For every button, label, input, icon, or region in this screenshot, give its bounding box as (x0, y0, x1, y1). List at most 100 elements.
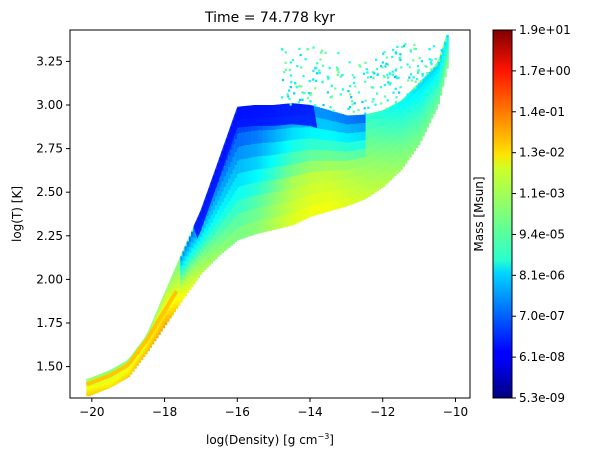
heat-cell (328, 110, 331, 121)
heat-cell (108, 383, 111, 385)
heat-speckle (416, 78, 419, 81)
heat-cell (328, 150, 331, 161)
heat-cell (260, 207, 264, 220)
heat-cell (396, 117, 399, 125)
heat-cell (324, 150, 327, 161)
heat-cell (418, 114, 421, 121)
heat-cell (398, 137, 401, 144)
heat-cell (173, 275, 176, 280)
heat-cell (404, 130, 408, 137)
heat-cell (250, 196, 253, 210)
heat-cell (289, 140, 292, 153)
heat-speckle (376, 92, 379, 95)
heat-cell (175, 270, 179, 275)
heat-cell (335, 141, 338, 152)
heat-cell (252, 157, 255, 171)
heat-cell (335, 112, 338, 122)
heat-speckle (281, 96, 284, 99)
heat-cell (134, 367, 137, 369)
heat-speckle (414, 86, 417, 89)
heat-cell (341, 179, 344, 189)
heat-cell (103, 384, 107, 387)
heat-cell (418, 108, 421, 115)
heat-cell (143, 355, 146, 357)
heat-cell (258, 194, 262, 208)
heat-cell (217, 247, 220, 257)
heat-cell (413, 100, 416, 107)
heat-cell (215, 205, 218, 215)
heat-cell (435, 100, 438, 106)
heat-speckle (394, 87, 397, 90)
heat-cell (151, 340, 155, 343)
heat-speckle (418, 56, 421, 60)
heat-speckle (408, 66, 411, 69)
heat-cell (280, 178, 283, 191)
heat-cell (420, 105, 423, 112)
heat-speckle (413, 43, 416, 47)
heat-cell (206, 216, 209, 224)
heat-cell (346, 160, 349, 170)
heat-cell (284, 128, 288, 141)
heat-cell (204, 242, 207, 250)
heat-cell (276, 204, 279, 217)
heat-cell (173, 279, 176, 284)
heat-cell (409, 118, 412, 125)
heat-cell (254, 156, 257, 170)
heat-cell (162, 306, 166, 310)
heat-cell (215, 232, 218, 242)
heat-cell (359, 114, 362, 124)
heat-cell (106, 371, 109, 374)
heat-cell (103, 386, 107, 389)
heat-cell (158, 323, 161, 327)
heat-cell (341, 188, 344, 199)
heat-cell (383, 156, 386, 164)
y-tick-label: 2.25 (36, 229, 63, 243)
heat-cell (204, 221, 207, 229)
heat-speckle (354, 85, 357, 88)
heat-cell (418, 95, 421, 102)
heat-cell (319, 107, 323, 119)
heat-cell (101, 382, 104, 384)
heat-cell (221, 171, 224, 182)
heat-speckle (319, 58, 322, 61)
heat-cell (239, 186, 242, 200)
heat-cell (298, 198, 301, 211)
heat-cell (348, 178, 351, 188)
heat-cell (404, 123, 408, 131)
colorbar-ticks: 5.3e-096.1e-087.0e-078.1e-069.4e-051.1e-… (512, 23, 571, 405)
heat-cell (162, 318, 166, 322)
heat-cell (228, 236, 231, 248)
heat-cell (169, 281, 172, 286)
heat-cell (339, 151, 342, 161)
heat-cell (217, 182, 220, 192)
heat-cell (354, 132, 358, 142)
heat-cell (372, 177, 375, 186)
heat-cell (195, 251, 198, 258)
heat-cell (433, 100, 436, 105)
heat-cell (304, 161, 307, 174)
heat-cell (239, 133, 242, 147)
x-axis-label: log(Density) [g cm−3] (206, 432, 334, 447)
heat-cell (206, 260, 209, 268)
heat-cell (328, 170, 331, 181)
heat-cell (164, 311, 168, 316)
heat-cell (282, 190, 286, 203)
heat-cell (99, 383, 102, 385)
heat-cell (265, 181, 268, 194)
heat-cell (439, 71, 443, 76)
heat-cell (400, 149, 403, 157)
heat-cell (420, 111, 423, 118)
heat-cell (420, 99, 423, 106)
heat-cell (254, 221, 257, 235)
heat-cell (173, 271, 176, 276)
heat-cell (149, 341, 152, 344)
heat-cell (182, 294, 185, 300)
heat-speckle (364, 99, 367, 102)
heat-cell (282, 215, 286, 228)
heat-cell (289, 164, 292, 177)
heat-cell (219, 205, 222, 216)
heat-cell (271, 130, 275, 143)
heat-cell (167, 311, 170, 315)
heat-cell (145, 343, 148, 346)
heat-cell (343, 151, 347, 161)
